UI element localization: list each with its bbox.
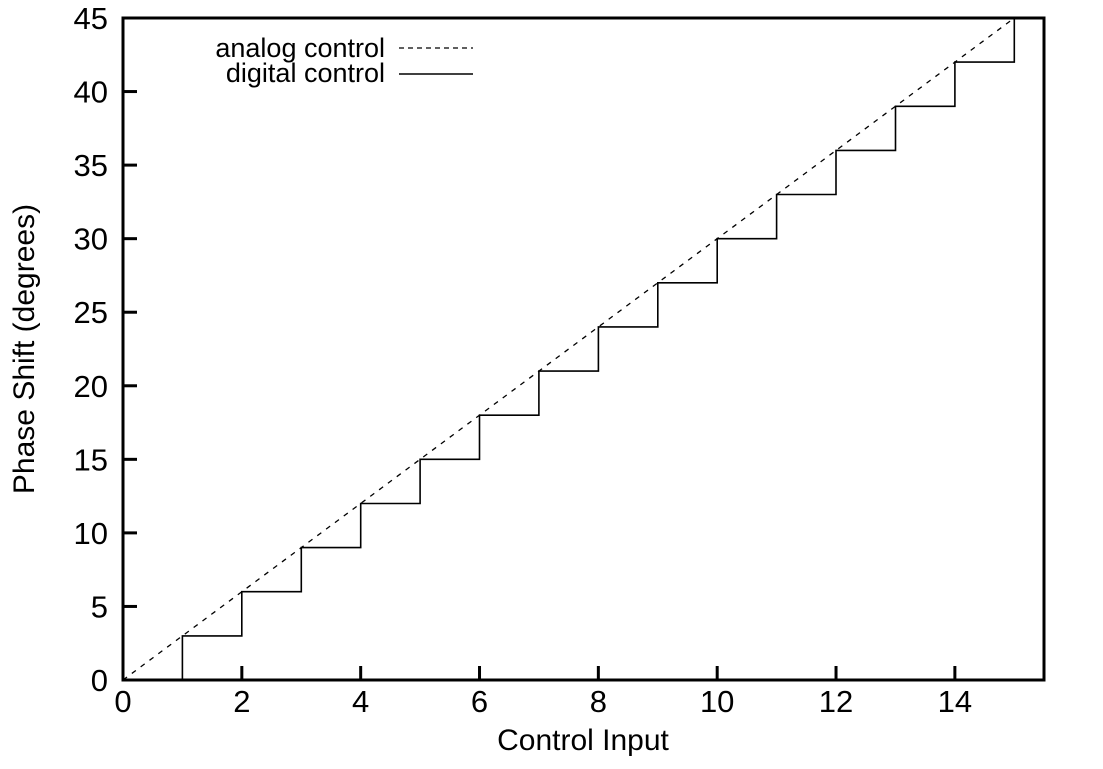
y-tick-label: 10 — [74, 516, 108, 551]
plot-border — [121, 16, 1046, 682]
y-tick-label: 20 — [74, 369, 108, 404]
y-tick-label: 45 — [74, 1, 108, 36]
y-tick-label: 35 — [74, 148, 108, 183]
analog-control-dashed-line — [122, 17, 1015, 681]
plot-border-rect — [121, 16, 1046, 682]
legend-samples — [399, 47, 473, 75]
x-axis-title: Control Input — [497, 724, 669, 757]
y-tick-label: 15 — [74, 442, 108, 477]
x-tick-label: 4 — [352, 684, 369, 719]
x-tick-label: 12 — [819, 684, 853, 719]
x-tick-label: 8 — [590, 684, 607, 719]
y-tick-label: 25 — [74, 295, 108, 330]
legend-label-analog-control: analog control — [215, 33, 385, 63]
x-tick-label: 2 — [233, 684, 250, 719]
axis-ticks: 0 2 4 6 8 10 12 14 0 5 10 15 20 25 30 35 40 45 — [74, 1, 973, 719]
x-tick-label: 6 — [471, 684, 488, 719]
x-tick-label: 14 — [938, 684, 972, 719]
y-tick-label: 30 — [74, 222, 108, 257]
y-tick-label: 0 — [91, 663, 108, 698]
y-tick-label: 40 — [74, 75, 108, 110]
digital-control-steps-line — [181, 17, 1044, 680]
series-lines — [122, 17, 1044, 681]
y-tick-label: 5 — [91, 589, 108, 624]
y-axis-title: Phase Shift (degrees) — [8, 204, 41, 494]
x-tick-label: 10 — [700, 684, 734, 719]
legend-label-digital-control: digital control — [226, 58, 385, 88]
x-tick-label: 0 — [114, 684, 131, 719]
